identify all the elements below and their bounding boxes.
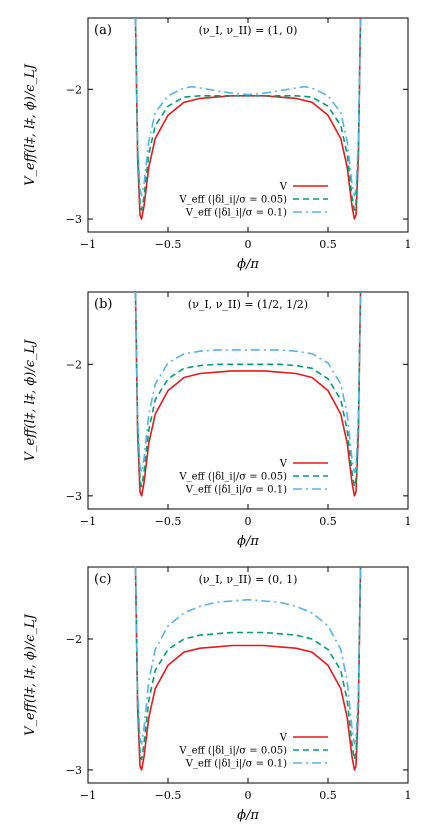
panel-label: (b) [94,297,112,312]
legend-entry-label: V_eff (|δl_i|/σ = 0.05) [178,746,287,757]
y-tick-label: −3 [66,490,82,503]
x-tick-label: 0 [245,515,252,528]
chart-panel: −1 −0.5 0 0.5 1−2−3(a) (ν_I, ν_II) = (1, 0)VV… [23,17,412,272]
series-line-v [134,292,362,497]
y-tick-label: −2 [66,83,82,96]
x-tick-label: 0.5 [319,515,337,528]
y-tick-label: −3 [66,764,82,777]
plot-area [134,18,362,220]
panel-annotation: (ν_I, ν_II) = (1, 0) [199,24,298,37]
series-line-v [134,567,362,771]
legend-entry-label: V_eff (|δl_i|/σ = 0.1) [185,485,287,496]
x-axis-label: ϕ/π [237,257,259,272]
x-tick-label: −1 [80,238,96,251]
y-tick-label: −3 [66,213,82,226]
chart-panel: −1 −0.5 0 0.5 1−2−3(c) (ν_I, ν_II) = (0, 1)VV… [23,566,412,823]
legend-entry-label: V_eff (|δl_i|/σ = 0.1) [185,759,287,770]
x-tick-label: 1 [405,789,412,802]
series-line-veff-01 [134,18,362,197]
legend-entry-label: V_eff (|δl_i|/σ = 0.05) [178,472,287,483]
y-tick-label: −2 [66,633,82,646]
legend-entry-label: V [279,459,288,470]
x-axis-label: ϕ/π [237,808,259,823]
series-line-veff-01 [134,567,362,745]
plot-area [134,292,362,497]
panel-label: (a) [94,23,112,38]
legend-entry-label: V_eff (|δl_i|/σ = 0.05) [178,195,287,206]
legend-entry-label: V_eff (|δl_i|/σ = 0.1) [185,208,287,219]
x-tick-label: 1 [405,515,412,528]
y-axis-label: V_eff(l‡, l‡, ϕ)/ϵ_LJ [23,613,38,735]
x-tick-label: −1 [80,789,96,802]
panel-label: (c) [94,572,111,587]
series-line-veff-005 [134,292,362,488]
x-axis-label: ϕ/π [237,534,259,549]
panel-annotation: (ν_I, ν_II) = (1/2, 1/2) [188,298,308,311]
y-tick-label: −2 [66,358,82,371]
chart-panel: −1 −0.5 0 0.5 1 −2 −3 (b) (ν_I, ν_II) = (1/2, 1/… [23,291,412,549]
x-tick-label: 0 [245,238,252,251]
x-tick-label: 0.5 [319,789,337,802]
x-tick-label: −1 [80,515,96,528]
series-line-veff-005 [134,18,362,211]
x-tick-label: −0.5 [155,238,182,251]
series-line-veff-005 [134,567,362,761]
plot-area [134,567,362,771]
x-tick-label: 1 [405,238,412,251]
series-line-veff-01 [134,292,362,474]
legend-entry-label: V [279,182,288,193]
legend-entry-label: V [279,733,288,744]
x-tick-label: −0.5 [155,789,182,802]
series-line-v [134,18,362,220]
x-tick-label: 0.5 [319,238,337,251]
y-axis-label: V_eff(l‡, l‡, ϕ)/ϵ_LJ [23,339,38,461]
x-tick-label: 0 [245,789,252,802]
panel-annotation: (ν_I, ν_II) = (0, 1) [199,573,298,586]
x-tick-label: −0.5 [155,515,182,528]
y-axis-label: V_eff(l‡, l‡, ϕ)/ϵ_LJ [23,63,38,185]
